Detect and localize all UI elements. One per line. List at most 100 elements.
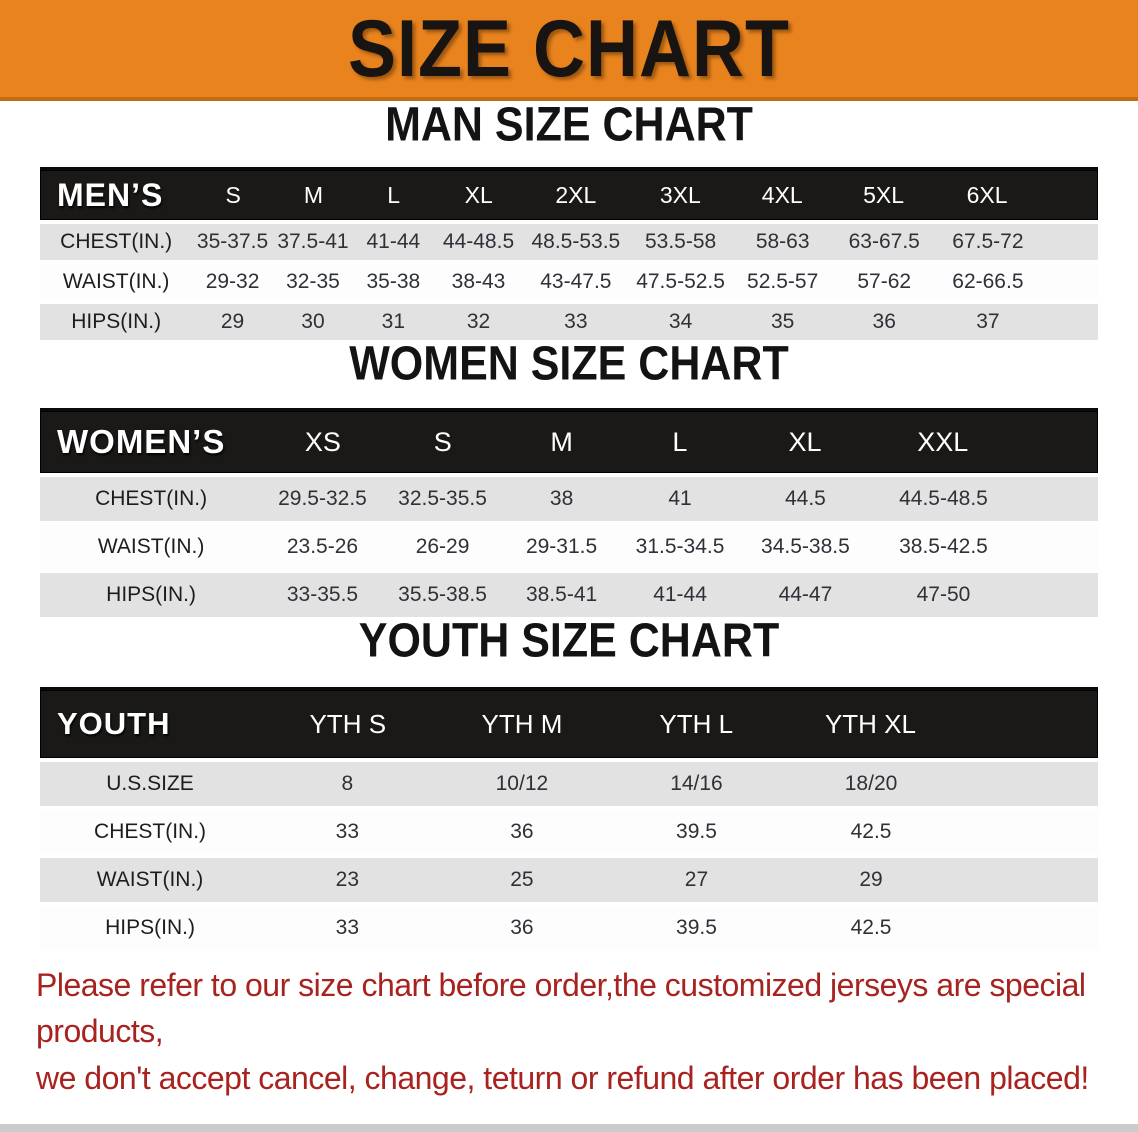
data-cell: 42.5: [850, 820, 892, 843]
row-label: U.S.SIZE: [106, 772, 194, 795]
data-cell: 34: [668, 310, 693, 333]
data-cell: 33: [564, 310, 588, 333]
data-cell: 37: [976, 310, 1000, 333]
column-header: 6XL: [966, 181, 1008, 208]
row-label: HIPS(IN.): [71, 310, 162, 333]
data-cell: 33: [335, 820, 360, 843]
row-label: HIPS(IN.): [105, 916, 195, 939]
column-header: S: [225, 181, 241, 208]
column-header: L: [387, 181, 401, 208]
column-header: 2XL: [555, 181, 597, 208]
data-cell: 41: [668, 487, 692, 510]
table-row: U.S.SIZE 8 10/12 14/16 18/20: [40, 762, 1098, 806]
data-cell: 37.5-41: [277, 230, 349, 253]
data-cell: 8: [341, 772, 354, 795]
data-cell: 67.5-72: [952, 230, 1024, 253]
youth-section-heading: YOUTH SIZE CHART: [358, 614, 780, 668]
table-header-row: MEN’S S M L XL 2XL 3XL 4XL 5XL 6XL: [40, 170, 1098, 220]
disclaimer-line-2: we don't accept cancel, change, teturn o…: [36, 1059, 1089, 1096]
data-cell: 62-66.5: [952, 270, 1024, 293]
data-cell: 44.5: [784, 487, 826, 510]
disclaimer-text: Please refer to our size chart before or…: [36, 962, 1118, 1101]
data-cell: 29-32: [205, 270, 260, 293]
data-cell: 31.5-34.5: [635, 535, 725, 558]
table-name: WOMEN’S: [57, 423, 226, 460]
row-label: WAIST(IN.): [62, 270, 170, 293]
data-cell: 53.5-58: [644, 230, 717, 253]
column-header: XXL: [917, 426, 969, 457]
data-cell: 30: [301, 310, 325, 333]
row-label: WAIST(IN.): [97, 535, 205, 558]
data-cell: 32-35: [286, 270, 340, 293]
table-row: CHEST(IN.) 35-37.5 37.5-41 41-44 44-48.5 48.5…: [40, 224, 1098, 260]
data-cell: 23.5-26: [286, 535, 359, 558]
data-cell: 36: [510, 916, 534, 939]
data-cell: 23: [335, 868, 360, 891]
women-section-heading: WOMEN SIZE CHART: [349, 337, 789, 391]
data-cell: 44-47: [778, 583, 833, 606]
men-section-heading: MAN SIZE CHART: [385, 98, 753, 152]
data-cell: 32: [466, 310, 491, 333]
data-cell: 14/16: [670, 772, 723, 795]
row-label: CHEST(IN.): [95, 487, 208, 510]
data-cell: 34.5-38.5: [761, 535, 850, 558]
table-row: HIPS(IN.) 29 30 31 32 33 34 35 36 37: [40, 304, 1098, 340]
data-cell: 32.5-35.5: [398, 487, 487, 510]
row-label: CHEST(IN.): [94, 820, 207, 843]
disclaimer-line-1: Please refer to our size chart before or…: [36, 967, 1086, 1050]
data-cell: 52.5-57: [747, 270, 819, 293]
table-row: CHEST(IN.) 33 36 39.5 42.5: [40, 810, 1098, 854]
data-cell: 38.5-41: [525, 583, 598, 606]
bottom-strip: [0, 1124, 1138, 1132]
data-cell: 41-44: [366, 230, 421, 253]
data-cell: 31: [381, 310, 406, 333]
table-header-row: YOUTH YTH S YTH M YTH L YTH XL: [40, 690, 1098, 758]
data-cell: 48.5-53.5: [531, 230, 621, 253]
table-name: YOUTH: [57, 706, 171, 741]
column-header: XL: [464, 181, 493, 208]
data-cell: 36: [872, 310, 896, 333]
column-header: L: [672, 426, 688, 457]
table-row: WAIST(IN.) 23.5-26 26-29 29-31.5 31.5-34.5 34…: [40, 525, 1098, 569]
table-name: MEN’S: [57, 176, 164, 213]
data-cell: 63-67.5: [848, 230, 920, 253]
table-row: HIPS(IN.) 33-35.5 35.5-38.5 38.5-41 41-44 44-…: [40, 573, 1098, 617]
column-header: M: [550, 426, 573, 457]
column-header: XS: [304, 426, 341, 457]
table-header-row: WOMEN’S XS S M L XL XXL: [40, 411, 1098, 473]
data-cell: 39.5: [676, 916, 717, 939]
data-cell: 29.5-32.5: [278, 487, 367, 510]
data-cell: 35.5-38.5: [398, 583, 487, 606]
data-cell: 58-63: [755, 230, 810, 253]
column-header: 5XL: [863, 181, 905, 208]
data-cell: 18/20: [844, 772, 898, 795]
data-cell: 26-29: [415, 535, 470, 558]
data-cell: 38: [549, 487, 574, 510]
table-row: HIPS(IN.) 33 36 39.5 42.5: [40, 906, 1098, 950]
women-size-table: WOMEN’S XS S M L XL XXL CHEST(IN.) 29.5-32.5 32.5…: [40, 411, 1098, 617]
data-cell: 29-31.5: [525, 535, 598, 558]
data-cell: 44.5-48.5: [899, 487, 988, 510]
column-header: YTH XL: [824, 708, 916, 739]
data-cell: 41-44: [653, 583, 707, 606]
column-header: M: [303, 181, 324, 208]
column-header: S: [433, 426, 452, 457]
data-cell: 29: [859, 868, 883, 891]
data-cell: 33: [335, 916, 360, 939]
size-chart-banner: SIZE CHART: [0, 0, 1138, 101]
data-cell: 44-48.5: [442, 230, 515, 253]
data-cell: 27: [684, 868, 709, 891]
column-header: YTH M: [481, 708, 563, 739]
data-cell: 47.5-52.5: [636, 270, 725, 293]
youth-size-table: YOUTH YTH S YTH M YTH L YTH XL U.S.SIZE 8 10/12…: [40, 690, 1098, 950]
data-cell: 33-35.5: [286, 583, 359, 606]
data-cell: 35-38: [366, 270, 421, 293]
page-title: SIZE CHART: [348, 3, 790, 94]
table-row: WAIST(IN.) 23 25 27 29: [40, 858, 1098, 902]
data-cell: 35-37.5: [196, 230, 269, 253]
column-header: 3XL: [659, 181, 701, 208]
data-cell: 35: [770, 310, 795, 333]
data-cell: 10/12: [495, 772, 549, 795]
men-size-table: MEN’S S M L XL 2XL 3XL 4XL 5XL 6XL CHEST(IN.) 35-37…: [40, 170, 1098, 340]
row-label: WAIST(IN.): [96, 868, 204, 891]
